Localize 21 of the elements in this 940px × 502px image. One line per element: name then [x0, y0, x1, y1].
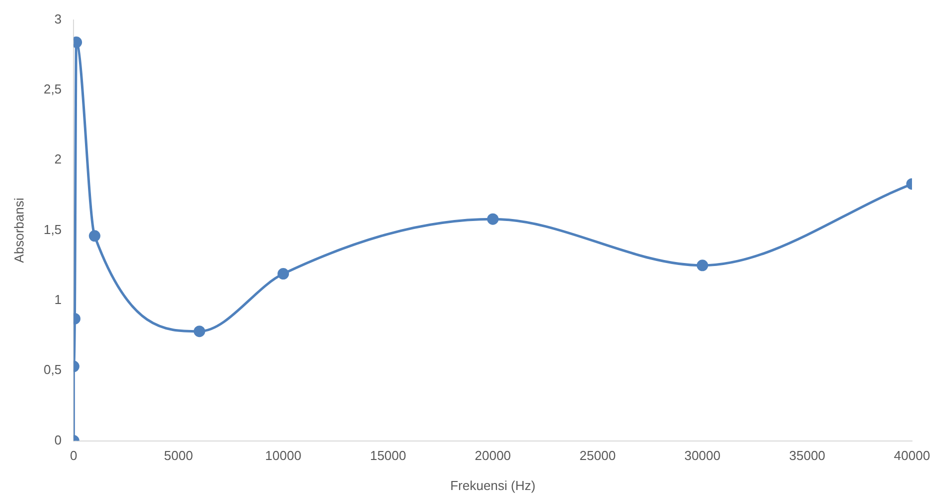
point — [194, 326, 206, 338]
y-tick-label: 2,5 — [44, 82, 62, 97]
x-axis-title: Frekuensi (Hz) — [450, 478, 536, 493]
y-tick-label: 0,5 — [44, 362, 62, 378]
x-tick-label: 15000 — [370, 448, 406, 464]
y-tick-label: 3 — [54, 11, 62, 26]
x-tick-label: 20000 — [474, 448, 511, 464]
x-tick-label: 40000 — [894, 448, 930, 464]
y-tick-label: 1,5 — [44, 222, 62, 237]
y-tick-label: 0 — [54, 432, 62, 448]
x-tick-label: 0 — [70, 448, 78, 464]
x-tick-label: 30000 — [684, 448, 720, 464]
x-tick-label: 25000 — [580, 448, 616, 464]
y-axis-title: Absorbansi — [11, 198, 26, 263]
point — [278, 268, 290, 280]
y-tick-label: 1 — [54, 292, 62, 308]
x-tick-label: 5000 — [164, 448, 193, 464]
x-tick-label: 10000 — [265, 448, 302, 464]
point — [487, 213, 499, 225]
y-tick-label: 2 — [54, 152, 62, 167]
x-tick-label: 35000 — [789, 448, 826, 464]
